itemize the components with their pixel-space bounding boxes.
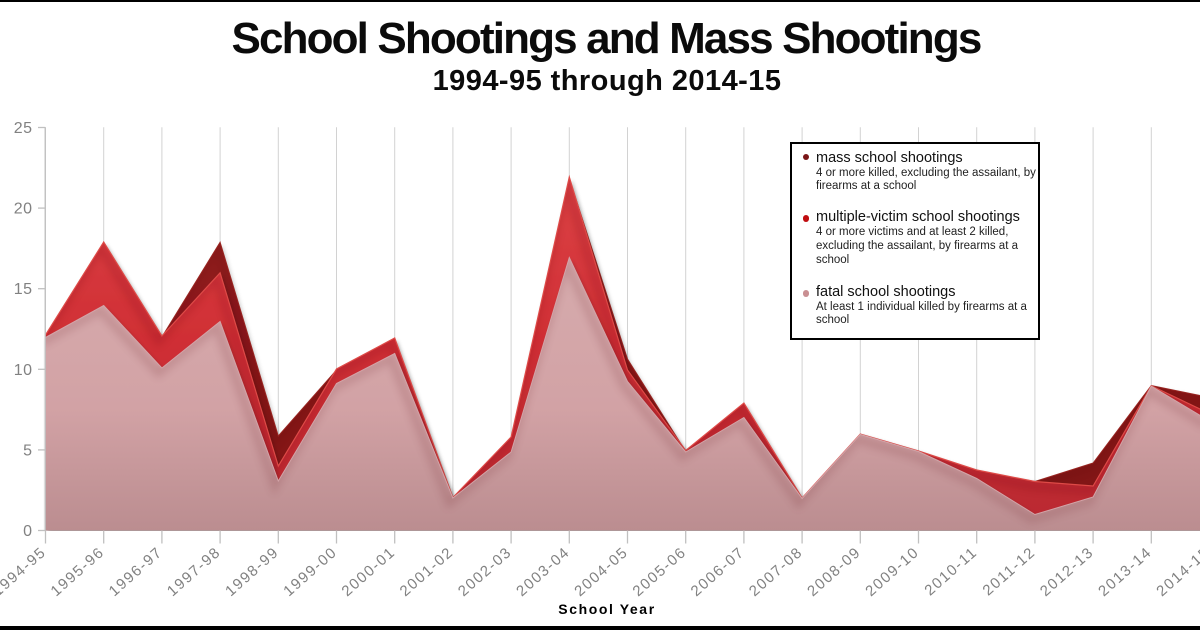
svg-text:2001-02: 2001-02 xyxy=(397,544,457,600)
svg-text:1995-96: 1995-96 xyxy=(47,544,107,600)
svg-text:20: 20 xyxy=(14,201,33,218)
svg-text:10: 10 xyxy=(14,362,33,379)
svg-text:2007-08: 2007-08 xyxy=(746,544,806,600)
svg-text:1994-95: 1994-95 xyxy=(0,544,50,600)
svg-text:2009-10: 2009-10 xyxy=(862,544,922,600)
svg-text:2002-03: 2002-03 xyxy=(455,544,515,600)
svg-text:2000-01: 2000-01 xyxy=(338,544,398,600)
svg-text:0: 0 xyxy=(23,523,32,540)
svg-text:2013-14: 2013-14 xyxy=(1095,544,1155,600)
svg-text:5: 5 xyxy=(23,442,32,459)
svg-text:1996-97: 1996-97 xyxy=(106,544,166,600)
svg-text:2003-04: 2003-04 xyxy=(513,544,573,600)
svg-text:2010-11: 2010-11 xyxy=(921,544,981,599)
svg-text:2012-13: 2012-13 xyxy=(1037,544,1097,600)
svg-text:15: 15 xyxy=(14,281,33,298)
svg-text:2011-12: 2011-12 xyxy=(980,544,1040,599)
svg-text:25: 25 xyxy=(14,120,33,137)
svg-text:2008-09: 2008-09 xyxy=(804,544,864,600)
svg-text:2014-15: 2014-15 xyxy=(1153,544,1200,600)
svg-text:1998-99: 1998-99 xyxy=(222,544,282,600)
svg-text:1999-00: 1999-00 xyxy=(280,544,340,600)
svg-text:2006-07: 2006-07 xyxy=(688,544,748,600)
svg-text:1997-98: 1997-98 xyxy=(164,544,224,600)
svg-text:2004-05: 2004-05 xyxy=(571,544,631,600)
svg-text:2005-06: 2005-06 xyxy=(629,544,689,600)
